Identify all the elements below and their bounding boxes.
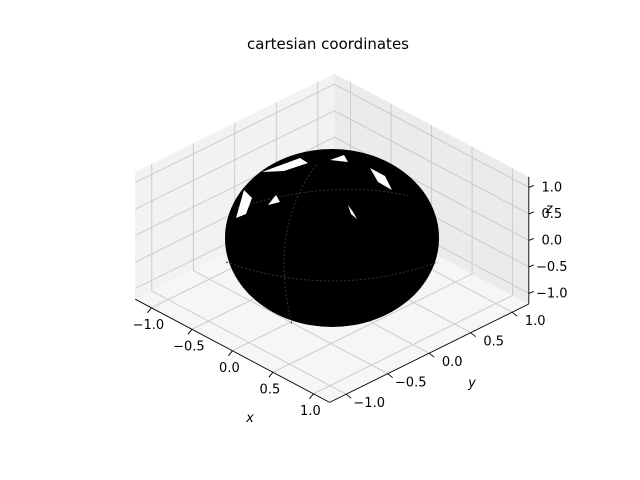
y-axis-label: y bbox=[467, 376, 476, 391]
y-tick-label: −1.0 bbox=[353, 396, 385, 411]
z-axis-ticks: −1.0 −0.5 0.0 0.5 1.0 bbox=[528, 180, 568, 301]
z-grid-line bbox=[135, 110, 530, 215]
z-tick-mark bbox=[528, 211, 534, 215]
x-axis-label: x bbox=[245, 411, 254, 426]
y-grid-line bbox=[151, 163, 347, 395]
x-tick-mark bbox=[187, 329, 193, 335]
x-tick-mark bbox=[147, 307, 152, 314]
sphere-wire-equator bbox=[225, 261, 439, 282]
sphere-wire-upper bbox=[236, 188, 410, 209]
y-tick-mark bbox=[387, 373, 393, 379]
sphere-highlight bbox=[268, 195, 280, 205]
z-tick-label: −1.0 bbox=[536, 286, 568, 301]
z-tick-mark bbox=[528, 237, 534, 241]
x-tick-label: −0.5 bbox=[173, 339, 205, 354]
y-tick-label: 0.5 bbox=[483, 335, 504, 350]
x-tick-mark bbox=[309, 393, 314, 400]
y-tick-label: −0.5 bbox=[395, 376, 427, 391]
y-axis-ticks: −1.0 −0.5 0.0 0.5 1.0 bbox=[345, 311, 546, 411]
z-tick-label: 0.0 bbox=[541, 233, 562, 248]
x-axis-ticks: −1.0 −0.5 0.0 0.5 1.0 bbox=[133, 307, 321, 419]
y-tick-label: 0.0 bbox=[442, 355, 463, 370]
x-grid-line bbox=[313, 168, 514, 395]
x-tick-label: 1.0 bbox=[300, 404, 321, 419]
x-tick-label: 0.0 bbox=[219, 361, 240, 376]
z-axis-label: z bbox=[545, 202, 554, 217]
z-grid-line bbox=[135, 136, 530, 241]
sphere-body bbox=[225, 149, 439, 327]
y-tick-mark bbox=[428, 352, 435, 358]
x-grid-line bbox=[272, 146, 473, 373]
sphere-highlight bbox=[330, 155, 348, 162]
z-grid-line bbox=[135, 83, 530, 188]
x-tick-mark bbox=[268, 372, 274, 378]
sphere-highlight bbox=[236, 190, 252, 218]
sphere-highlight bbox=[262, 158, 308, 172]
x-tick-label: −1.0 bbox=[133, 318, 165, 333]
sphere-wire-meridian bbox=[283, 164, 317, 326]
y-grid-line bbox=[192, 143, 388, 375]
sphere-surface bbox=[225, 149, 439, 327]
x-tick-label: 0.5 bbox=[260, 382, 281, 397]
z-tick-label: −0.5 bbox=[536, 260, 568, 275]
z-tick-mark bbox=[528, 264, 534, 268]
z-tick-mark bbox=[528, 290, 534, 294]
sphere-highlight bbox=[370, 168, 392, 190]
y-tick-mark bbox=[470, 332, 476, 338]
z-tick-mark bbox=[528, 184, 534, 188]
z-tick-label: 0.5 bbox=[541, 207, 562, 222]
z-tick-label: 1.0 bbox=[541, 180, 562, 195]
y-tick-label: 1.0 bbox=[525, 314, 546, 329]
y-tick-mark bbox=[511, 311, 518, 317]
y-tick-mark bbox=[345, 393, 352, 399]
x-tick-mark bbox=[228, 350, 233, 357]
sphere-highlight bbox=[348, 205, 357, 219]
chart-title: cartesian coordinates bbox=[247, 35, 409, 53]
